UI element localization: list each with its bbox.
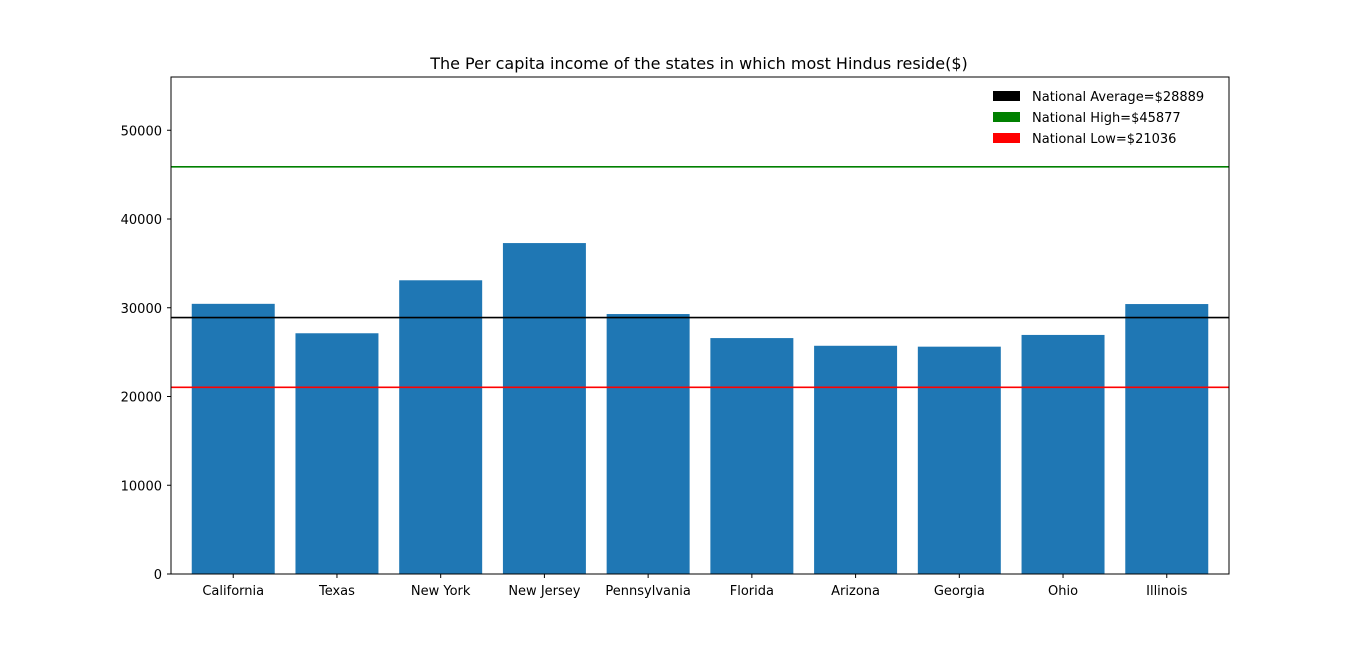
bar-new-jersey: [502, 243, 586, 574]
x-tick-label: Texas: [318, 584, 355, 599]
x-tick-label: Pennsylvania: [605, 584, 690, 599]
legend-swatch: [993, 133, 1020, 143]
bar-california: [191, 303, 275, 574]
legend: National Average=$28889 National High=$45…: [993, 90, 1204, 147]
x-tick-label: Georgia: [934, 584, 985, 599]
bar-texas: [295, 333, 379, 574]
y-tick-label: 0: [154, 568, 162, 583]
bar-florida: [710, 338, 794, 574]
y-tick-label: 20000: [121, 391, 162, 406]
y-tick-label: 10000: [121, 479, 162, 494]
bar-new-york: [399, 280, 483, 574]
x-tick-label: Illinois: [1146, 584, 1187, 599]
y-axis: 0 10000 20000 30000 40000 50000: [121, 124, 171, 583]
y-tick-label: 30000: [121, 302, 162, 317]
x-tick-label: New Jersey: [508, 584, 580, 599]
bar-illinois: [1125, 304, 1209, 574]
reference-lines-group: [171, 166, 1229, 389]
bar-georgia: [917, 346, 1001, 574]
legend-swatch: [993, 112, 1020, 122]
plot-frame: [170, 76, 1230, 575]
bar-ohio: [1021, 334, 1105, 574]
x-axis: California Texas New York New Jersey Pennsyl…: [202, 574, 1188, 599]
chart-title: The Per capita income of the states in w…: [429, 54, 968, 73]
bar-arizona: [814, 345, 898, 574]
legend-label: National High=$45877: [1032, 111, 1181, 126]
x-tick-label: Ohio: [1048, 584, 1078, 599]
legend-swatch: [993, 91, 1020, 101]
x-tick-label: Florida: [730, 584, 774, 599]
bar-pennsylvania: [606, 314, 690, 574]
x-tick-label: New York: [411, 584, 471, 599]
y-tick-label: 50000: [121, 124, 162, 139]
x-tick-label: Arizona: [831, 584, 880, 599]
legend-label: National Average=$28889: [1032, 90, 1204, 105]
legend-label: National Low=$21036: [1032, 132, 1176, 147]
x-tick-label: California: [202, 584, 264, 599]
y-tick-label: 40000: [121, 213, 162, 228]
bars-group: [191, 243, 1209, 574]
